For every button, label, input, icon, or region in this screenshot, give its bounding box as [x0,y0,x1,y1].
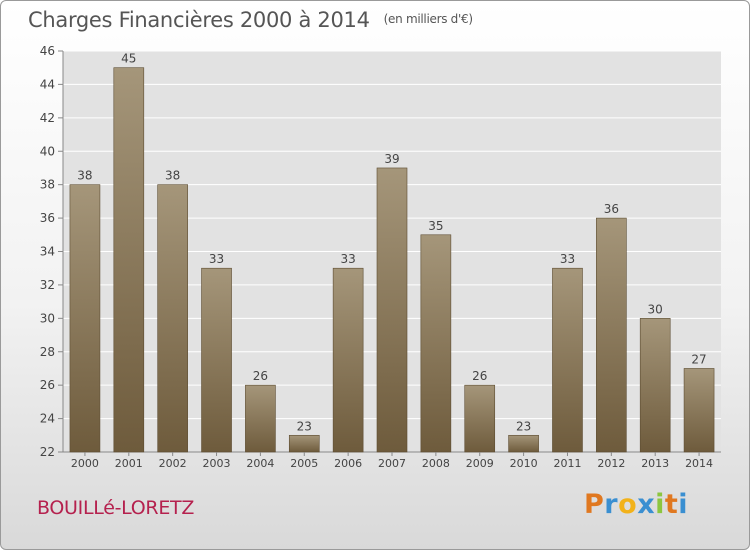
bar-2013 [639,318,671,453]
y-tick-label: 24 [40,412,55,426]
y-tick-label: 22 [40,445,55,459]
bar-2004 [245,384,276,453]
proxiti-logo: Proxiti [584,489,688,520]
y-tick-label: 46 [40,44,55,58]
data-label: 35 [428,219,443,233]
logo-letter: t [664,489,679,520]
logo-letter: i [678,489,689,520]
bar-2005 [288,434,320,453]
x-tick-label: 2014 [685,457,713,470]
x-tick-label: 2011 [553,457,581,470]
data-label: 38 [77,169,92,183]
x-tick-label: 2002 [159,457,187,470]
bar-2007 [376,167,408,453]
data-label: 38 [165,169,180,183]
y-tick-label: 38 [40,178,55,192]
data-label: 23 [297,419,312,433]
data-label: 45 [121,52,136,66]
x-tick-label: 2010 [510,457,538,470]
x-tick-label: 2012 [597,457,625,470]
bar-2002 [157,184,188,453]
data-label: 33 [340,252,355,266]
bar-2003 [201,267,232,453]
data-label: 33 [209,252,224,266]
data-label: 27 [691,352,706,366]
bar-2008 [420,234,452,453]
x-tick-label: 2008 [422,457,450,470]
y-tick-label: 36 [40,211,55,225]
logo-letter: r [604,489,619,520]
bar-2014 [683,368,715,453]
bar-2009 [464,384,496,453]
data-label: 36 [604,202,619,216]
y-tick-label: 26 [40,378,55,392]
data-label: 33 [560,252,575,266]
x-tick-label: 2004 [246,457,274,470]
bar-2012 [596,217,627,453]
data-label: 23 [516,419,531,433]
y-tick-label: 32 [40,278,55,292]
data-label: 30 [648,302,663,316]
logo-letter: i [655,489,665,520]
commune-name: BOUILLé-LORETZ [37,497,195,519]
data-label: 39 [384,152,399,166]
x-tick-label: 2003 [203,457,231,470]
y-tick-label: 28 [40,345,55,359]
data-label: 26 [253,369,268,383]
x-tick-label: 2006 [334,457,362,470]
logo-letter: x [637,489,656,520]
x-tick-label: 2005 [290,457,318,470]
logo-letter: P [584,489,605,520]
x-tick-label: 2007 [378,457,406,470]
x-tick-label: 2013 [641,457,669,470]
y-tick-label: 34 [40,245,55,259]
y-tick-label: 42 [40,111,55,125]
chart-title: Charges Financières 2000 à 2014 (en milli… [28,8,473,32]
y-tick-label: 40 [40,144,55,158]
bar-2001 [113,67,145,453]
x-tick-label: 2001 [115,457,143,470]
x-tick-label: 2000 [71,457,99,470]
data-label: 26 [472,369,487,383]
logo-letter: o [618,489,638,520]
bar-2010 [508,434,539,453]
x-tick-label: 2009 [466,457,494,470]
bar-2006 [332,267,364,453]
chart-title-text: Charges Financières 2000 à 2014 [28,8,370,32]
y-tick-label: 30 [40,311,55,325]
bar-2000 [69,184,101,453]
bar-2011 [552,267,583,453]
chart-unit: (en milliers d'€) [383,12,473,26]
y-tick-label: 44 [40,77,55,91]
